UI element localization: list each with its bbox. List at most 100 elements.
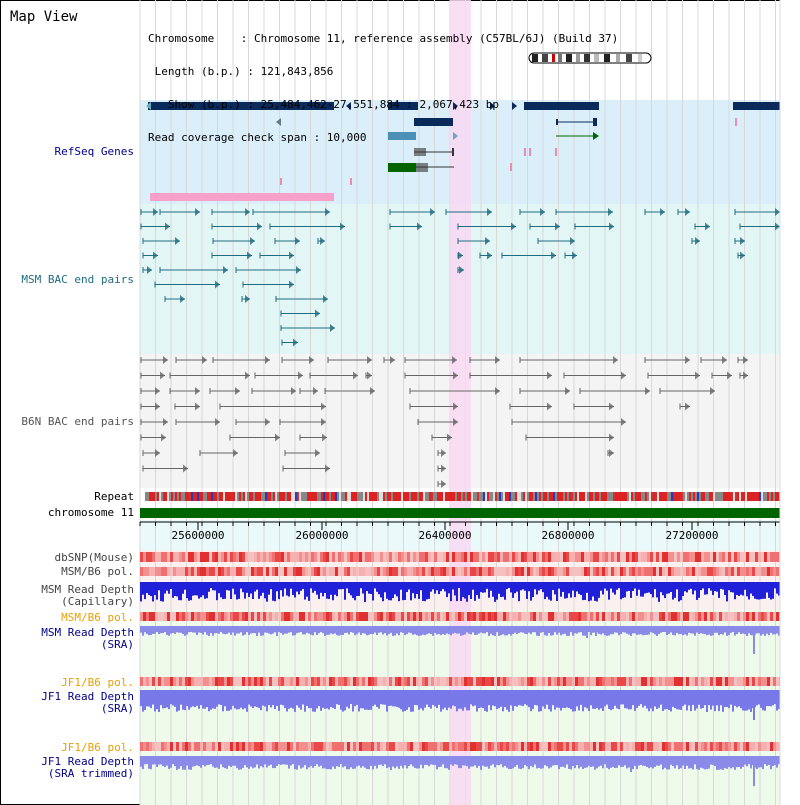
refseq-label: RefSeq Genes	[54, 145, 134, 158]
variant-tracks	[140, 552, 782, 751]
bac-end-marker	[551, 251, 556, 260]
jf1-sra-trimmed-label: JF1 Read Depth (SRA trimmed)	[41, 755, 134, 780]
bac-end-marker	[609, 449, 614, 457]
bac-end-marker	[340, 222, 345, 231]
bac-end-marker	[163, 356, 168, 364]
info-length: Length (b.p.) : 121,843,856	[148, 65, 334, 78]
bac-end-marker	[275, 433, 280, 442]
bac-end-marker	[609, 433, 614, 442]
gene-arrow-icon	[512, 102, 517, 110]
bac-end-marker	[453, 418, 458, 426]
bac-end-marker	[245, 295, 250, 303]
bac-end-marker	[235, 387, 240, 395]
bac-end-marker	[609, 222, 614, 231]
bac-end-marker	[183, 464, 188, 473]
info-show: Show (b.p.) : 25,484,462-27,551,884 : 2,…	[148, 98, 499, 111]
right-edge	[780, 0, 800, 805]
bac-end-marker	[743, 356, 748, 364]
bac-end-marker	[195, 387, 200, 395]
bac-end-marker	[547, 371, 552, 380]
repeat-track	[145, 492, 781, 501]
axis-tick-label: 26000000	[296, 529, 349, 542]
msm-bac-label: MSM BAC end pairs	[21, 273, 134, 286]
msm-sra-label: MSM Read Depth (SRA)	[41, 626, 134, 651]
bac-end-marker	[459, 266, 464, 274]
bac-end-marker	[325, 464, 330, 473]
page-title: Map View	[10, 9, 78, 25]
bac-end-marker	[441, 480, 446, 488]
bac-end-marker	[330, 324, 335, 332]
bac-end-marker	[370, 387, 375, 395]
bac-end-marker	[155, 402, 160, 411]
bac-end-marker	[495, 356, 500, 364]
gene-bar	[414, 118, 453, 126]
bac-end-marker	[511, 222, 516, 231]
bac-end-marker	[447, 433, 452, 442]
chromosome-bar	[140, 508, 780, 518]
info-coverage-span: Read coverage check span : 10,000	[148, 131, 367, 144]
bac-end-marker	[247, 251, 252, 260]
bac-end-marker	[257, 222, 262, 231]
bac-end-marker	[608, 208, 613, 216]
bac-end-marker	[295, 237, 300, 245]
gene-bar	[524, 102, 599, 110]
read-depth-tracks	[140, 582, 780, 786]
bac-end-marker	[155, 449, 160, 457]
bac-end-marker	[153, 208, 158, 216]
gene-bar	[733, 102, 780, 110]
repeat-label: Repeat	[94, 490, 134, 503]
bac-end-marker	[685, 402, 690, 411]
gene-bar	[148, 102, 334, 110]
bac-end-marker	[289, 280, 294, 289]
msm-b6-pol-label: MSM/B6 pol.	[61, 565, 134, 578]
bac-end-marker	[740, 237, 745, 245]
bac-end-marker	[265, 356, 270, 364]
bac-end-marker	[296, 266, 301, 274]
bac-end-marker	[613, 356, 618, 364]
bac-end-marker	[453, 371, 458, 380]
bac-end-marker	[233, 449, 238, 457]
refseq-genes[interactable]	[146, 102, 780, 201]
axis-tick-label: 25600000	[172, 529, 225, 542]
bac-end-marker	[695, 237, 700, 245]
bac-end-marker	[291, 387, 296, 395]
bac-end-marker	[572, 251, 577, 260]
bac-end-marker	[485, 237, 490, 245]
bac-end-marker	[265, 418, 270, 426]
bac-end-marker	[740, 251, 745, 260]
bac-end-marker	[250, 237, 255, 245]
bac-end-marker	[743, 371, 748, 380]
bac-end-marker	[570, 237, 575, 245]
bac-end-marker	[775, 208, 780, 216]
bac-end-marker	[180, 295, 185, 303]
bac-end-marker	[289, 251, 294, 260]
chromosome-ideogram[interactable]	[528, 52, 652, 64]
dbsnp-label: dbSNP(Mouse)	[54, 551, 134, 564]
bac-end-marker	[195, 208, 200, 216]
bac-end-marker	[315, 309, 320, 318]
bac-end-marker	[321, 402, 326, 411]
bac-end-marker	[160, 371, 165, 380]
bac-end-marker	[609, 402, 614, 411]
bac-end-marker	[705, 222, 710, 231]
msm-bac-pairs[interactable]	[140, 208, 780, 347]
bac-end-marker	[315, 449, 320, 457]
bac-end-marker	[215, 418, 220, 426]
bac-end-marker	[487, 208, 492, 216]
gene-arrow-icon	[346, 102, 351, 110]
bac-end-marker	[540, 208, 545, 216]
vertical-gridlines	[139, 0, 776, 805]
jf1-b6-pol-2-label: JF1/B6 pol.	[61, 741, 134, 754]
bac-end-marker	[320, 237, 325, 245]
selected-region-highlight	[450, 0, 471, 805]
bac-end-marker	[175, 237, 180, 245]
bac-end-marker	[441, 464, 446, 473]
bac-end-marker	[202, 356, 207, 364]
msm-b6-pol-sra-label: MSM/B6 pol.	[61, 611, 134, 624]
b6n-bac-pairs[interactable]	[140, 356, 748, 488]
region-info: Chromosome : Chromosome 11, reference as…	[148, 11, 618, 165]
bac-end-marker	[163, 418, 168, 426]
gene-bar	[388, 102, 418, 110]
